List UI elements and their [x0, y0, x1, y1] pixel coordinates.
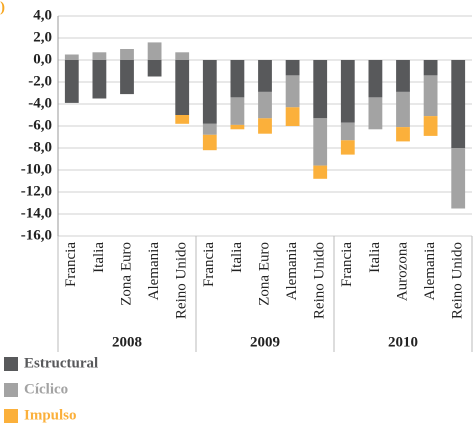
y-tick-label: -4,0 — [28, 95, 52, 111]
y-tick-label: -12,0 — [21, 183, 52, 199]
bar-segment — [258, 60, 272, 92]
bar-segment — [451, 148, 466, 209]
bar-segment — [175, 115, 190, 124]
bar-segment — [396, 127, 410, 142]
bar-segment — [340, 60, 355, 123]
x-tick-label: Alemania — [146, 242, 162, 301]
legend-label: Impulso — [24, 407, 77, 423]
legend-label: Cíclico — [24, 381, 68, 397]
x-tick-label: Italia — [229, 242, 245, 273]
y-tick-label: 2,0 — [33, 29, 52, 45]
chart-title: ) — [0, 0, 5, 15]
x-tick-label: Italia — [91, 242, 107, 273]
bar-segment — [396, 60, 410, 92]
y-tick-label: -16,0 — [21, 227, 52, 243]
x-tick-label: Alemania — [422, 242, 438, 301]
group-label: 2010 — [388, 334, 418, 350]
bar-segment — [120, 60, 134, 95]
bar-segment — [340, 122, 355, 141]
x-tick-label: Reino Unido — [174, 242, 190, 319]
y-tick-label: -2,0 — [28, 73, 52, 89]
bar-segment — [368, 60, 383, 98]
legend-swatch — [4, 383, 18, 397]
x-tick-label: Francia — [339, 242, 355, 287]
x-tick-label: Zona Euro — [256, 242, 272, 306]
bar-segment — [423, 116, 438, 136]
y-tick-label: -14,0 — [21, 205, 52, 221]
legend-swatch — [4, 409, 18, 423]
x-tick-label: Zona Euro — [118, 242, 134, 306]
bar-segment — [423, 75, 438, 117]
bar-segment — [175, 52, 190, 60]
y-tick-label: -8,0 — [28, 139, 52, 155]
group-label: 2009 — [250, 334, 280, 350]
bar-segment — [202, 134, 217, 151]
bar-segment — [230, 97, 245, 125]
bar-segment — [368, 97, 383, 130]
bar-segment — [147, 42, 162, 60]
bar-segment — [64, 60, 79, 103]
bar-segment — [258, 118, 272, 134]
x-tick-label: Italia — [367, 242, 383, 273]
bar-segment — [64, 54, 79, 60]
y-tick-label: -10,0 — [21, 161, 52, 177]
bar-segment — [285, 60, 300, 76]
y-tick-label: -6,0 — [28, 117, 52, 133]
legend-swatch — [4, 357, 18, 371]
bar-segment — [92, 52, 107, 60]
y-tick-label: 0,0 — [33, 51, 52, 67]
x-tick-label: Alemania — [284, 242, 300, 301]
bar-segment — [340, 140, 355, 155]
x-tick-label: Francia — [201, 242, 217, 287]
x-tick-label: Francia — [63, 242, 79, 287]
x-tick-label: Reino Unido — [450, 242, 466, 319]
bar-segment — [285, 107, 300, 126]
y-tick-label: 4,0 — [33, 7, 52, 23]
bar-segment — [451, 60, 466, 148]
x-tick-label: Reino Unido — [312, 242, 328, 319]
bar-segment — [230, 124, 245, 130]
bar-segment — [230, 60, 245, 98]
bar-segment — [313, 118, 328, 166]
legend-label: Estructural — [24, 355, 98, 371]
bar-segment — [313, 60, 328, 119]
bar-segment — [396, 91, 410, 128]
bar-segment — [423, 60, 438, 76]
group-label: 2008 — [112, 334, 142, 350]
bar-segment — [202, 60, 217, 124]
bar-segment — [285, 75, 300, 108]
bar-segment — [147, 60, 162, 77]
bar-segment — [92, 60, 107, 99]
x-tick-label: Aurozona — [394, 242, 410, 301]
bar-segment — [175, 60, 190, 115]
bar-segment — [202, 123, 217, 135]
bar-segment — [313, 165, 328, 179]
bar-segment — [120, 49, 134, 60]
bar-segment — [258, 91, 272, 119]
